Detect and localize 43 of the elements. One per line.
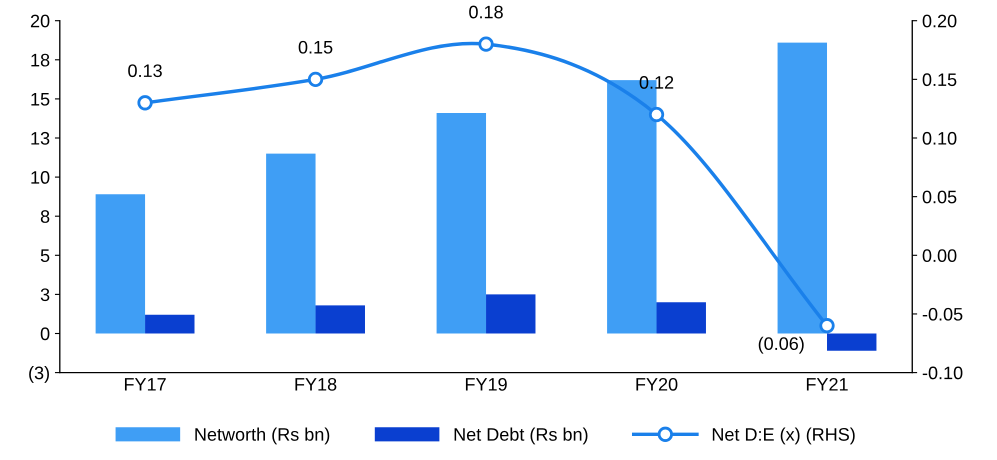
data-label: (0.06)	[758, 336, 804, 354]
point	[819, 318, 835, 334]
y2-tick-label: -0.05	[922, 308, 962, 321]
x-tick-label: FY18	[295, 378, 336, 391]
bar	[145, 314, 195, 334]
bar	[827, 334, 876, 351]
bar	[436, 112, 486, 334]
legend-label: Net D:E (x) (RHS)	[712, 428, 855, 444]
y-tick-label: 0	[40, 327, 50, 340]
x-tick-label: FY21	[806, 378, 848, 391]
y-tick-label: 20	[30, 14, 50, 28]
y-tick-label: 8	[40, 210, 50, 223]
point	[308, 72, 324, 87]
data-label: 0.13	[128, 64, 162, 78]
point	[478, 36, 494, 52]
bar	[96, 194, 146, 334]
y2-tick-label: 0.10	[922, 132, 956, 145]
y-tick-label: 5	[40, 249, 50, 262]
bar	[486, 294, 536, 334]
y2-tick-label: 0.00	[922, 249, 956, 262]
bar	[656, 302, 706, 334]
bar	[266, 154, 316, 334]
legend-label: Net Debt (Rs bn)	[454, 428, 588, 444]
data-label: 0.18	[469, 6, 503, 18]
point	[648, 106, 664, 122]
y-tick-label: 18	[31, 54, 50, 67]
x-tick-label: FY17	[124, 378, 166, 391]
bar	[778, 42, 828, 334]
y2-tick-label: -0.10	[922, 366, 962, 380]
y-tick-label: 3	[40, 288, 50, 302]
y2-tick-label: 0.05	[922, 190, 956, 204]
y-tick-label: (3)	[29, 366, 49, 383]
y2-tick-label: 0.15	[922, 73, 956, 86]
bar	[316, 305, 365, 334]
data-label: 0.15	[298, 40, 332, 54]
legend-label: Networth (Rs bn)	[195, 428, 330, 444]
x-tick-label: FY19	[466, 378, 507, 391]
y2-tick-label: 0.20	[922, 14, 956, 28]
x-tick-label: FY20	[636, 378, 678, 391]
y-tick-label: 13	[31, 132, 50, 145]
point	[137, 95, 153, 110]
y-tick-label: 15	[31, 93, 50, 106]
y-tick-label: 10	[31, 171, 50, 184]
